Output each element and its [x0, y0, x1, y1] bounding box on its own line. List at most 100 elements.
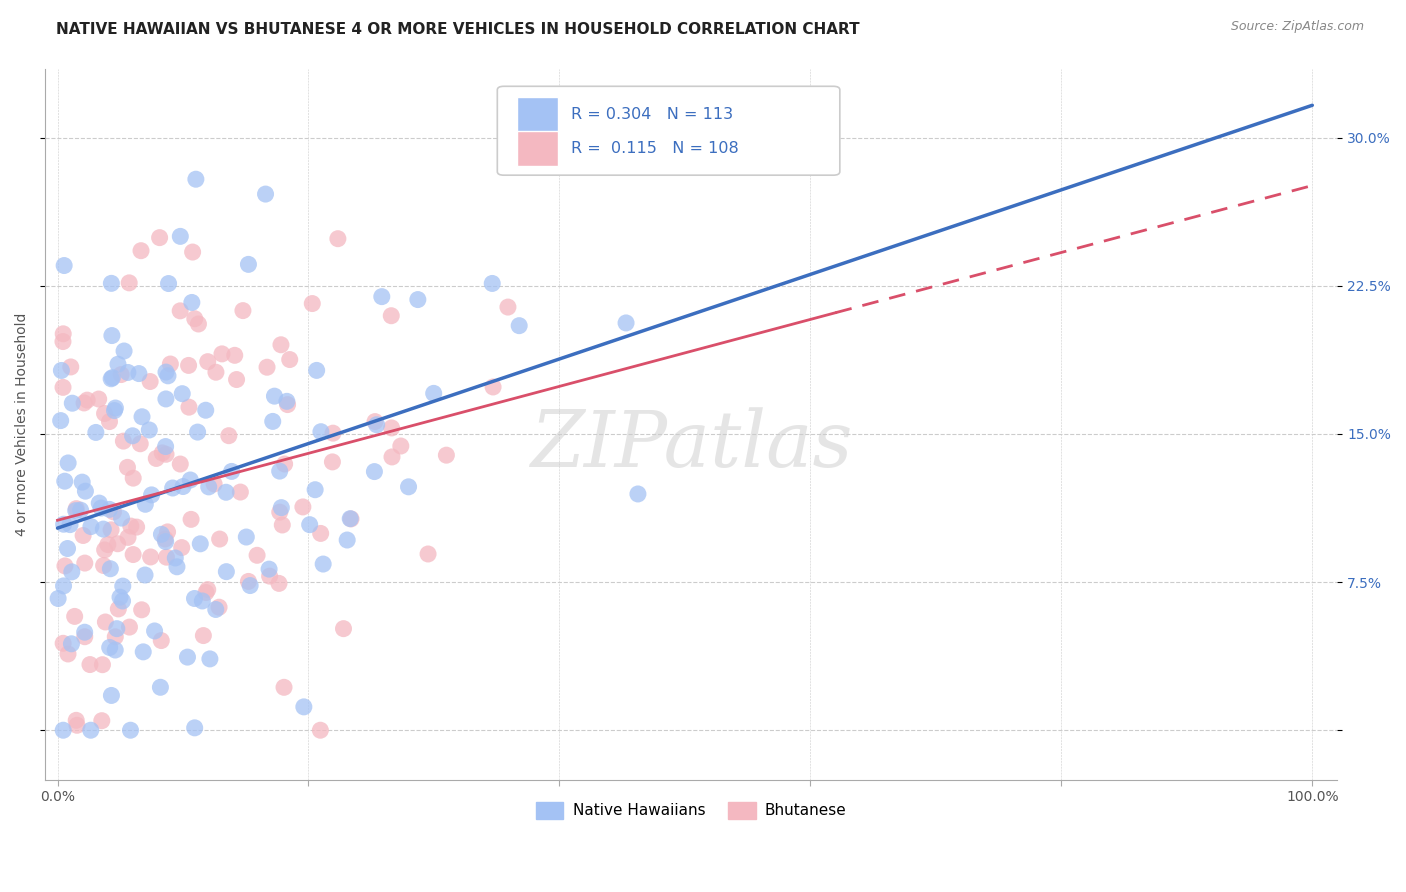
Point	[107, 357, 129, 371]
Point	[90, 501, 112, 516]
Point	[91, 657, 114, 672]
Point	[159, 357, 181, 371]
Point	[238, 257, 260, 271]
Point	[69, 503, 91, 517]
Point	[121, 429, 143, 443]
Point	[84, 425, 107, 440]
Point	[117, 366, 139, 380]
Point	[481, 277, 503, 291]
Point	[263, 389, 285, 403]
Point	[65, 714, 87, 728]
Point	[70, 475, 93, 490]
Point	[332, 622, 354, 636]
Point	[627, 487, 650, 501]
Text: R =  0.115   N = 108: R = 0.115 N = 108	[571, 141, 738, 156]
Point	[79, 657, 101, 672]
Point	[366, 417, 388, 432]
Point	[49, 414, 72, 428]
Point	[111, 594, 134, 608]
Point	[229, 485, 252, 500]
Point	[120, 519, 142, 533]
Point	[139, 375, 162, 389]
Point	[76, 393, 98, 408]
Point	[129, 244, 152, 258]
Point	[208, 532, 231, 546]
Point	[56, 541, 79, 556]
Point	[277, 398, 299, 412]
Point	[267, 576, 290, 591]
Point	[52, 579, 75, 593]
Point	[183, 591, 205, 606]
Point	[259, 569, 281, 583]
Point	[193, 629, 215, 643]
Point	[184, 311, 207, 326]
Point	[149, 681, 172, 695]
Point	[105, 622, 128, 636]
Point	[53, 558, 76, 573]
Point	[181, 245, 204, 260]
Point	[112, 434, 135, 449]
Point	[118, 620, 141, 634]
Text: ZIPatlas: ZIPatlas	[530, 408, 852, 483]
Point	[165, 551, 187, 566]
Point	[707, 91, 730, 105]
Point	[291, 500, 314, 514]
Point	[145, 451, 167, 466]
Point	[197, 480, 219, 494]
Point	[155, 447, 177, 461]
Point	[381, 450, 404, 464]
Point	[169, 303, 191, 318]
Point	[177, 359, 200, 373]
Point	[150, 527, 173, 541]
Point	[110, 511, 132, 525]
Point	[221, 465, 243, 479]
Point	[183, 721, 205, 735]
Point	[143, 624, 166, 638]
Point	[276, 394, 298, 409]
Point	[381, 421, 404, 435]
Point	[98, 415, 121, 429]
Point	[155, 550, 177, 565]
Point	[46, 591, 69, 606]
Point	[309, 526, 332, 541]
Point	[380, 309, 402, 323]
Point	[187, 317, 209, 331]
Point	[225, 372, 247, 386]
Point	[321, 455, 343, 469]
Point	[184, 172, 207, 186]
Point	[60, 637, 83, 651]
Point	[73, 625, 96, 640]
Point	[155, 534, 177, 549]
Point	[107, 602, 129, 616]
Point	[218, 428, 240, 442]
Point	[156, 368, 179, 383]
Point	[52, 636, 75, 650]
Point	[87, 392, 110, 406]
Point	[104, 643, 127, 657]
Point	[93, 558, 115, 573]
Point	[273, 681, 295, 695]
Point	[118, 276, 141, 290]
FancyBboxPatch shape	[517, 97, 558, 132]
Point	[60, 396, 83, 410]
Point	[239, 578, 262, 592]
Point	[138, 423, 160, 437]
Point	[194, 585, 217, 599]
Point	[198, 652, 221, 666]
Point	[215, 485, 238, 500]
Point	[162, 481, 184, 495]
Point	[205, 365, 228, 379]
Point	[53, 259, 76, 273]
Point	[125, 520, 148, 534]
Point	[65, 503, 87, 517]
Point	[211, 347, 233, 361]
Point	[197, 582, 219, 597]
Point	[59, 517, 82, 532]
Point	[235, 530, 257, 544]
Point	[169, 229, 191, 244]
Point	[103, 403, 125, 417]
Point	[150, 446, 173, 460]
Point	[166, 559, 188, 574]
Point	[269, 464, 291, 478]
Point	[292, 699, 315, 714]
